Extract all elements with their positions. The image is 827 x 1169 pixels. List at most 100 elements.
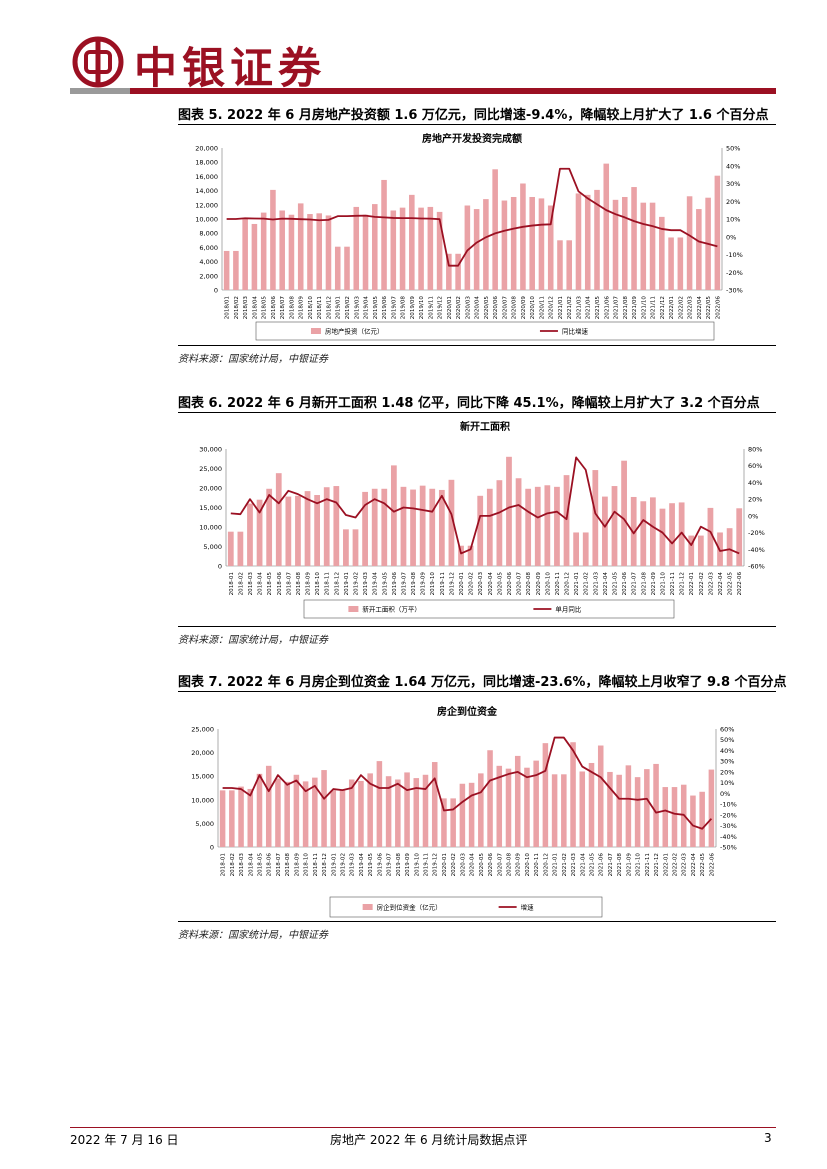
bar [612,199,619,290]
x-tick-label: 2020/09 [521,296,527,320]
bar [625,765,632,847]
bar [229,790,235,847]
figure-6-source: 资料来源：国家统计局，中银证券 [178,635,328,646]
x-tick-label: 2021-09 [626,853,632,877]
bar [570,742,576,847]
bar [284,781,290,847]
x-tick-label: 2019-12 [449,572,455,595]
bar [594,189,600,290]
bar [459,783,466,847]
x-tick-label: 2022-03 [682,853,688,877]
x-tick-label: 2020-01 [442,853,448,877]
x-tick-label: 2019/03 [354,296,360,320]
footer-report-title: 房地产 2022 年 6 月统计局数据点评 [330,1133,528,1147]
x-tick-label: 2019-03 [363,572,369,596]
bar [677,237,684,290]
legend-box [255,321,715,341]
bar [297,203,304,290]
x-tick-label: 2021/02 [567,296,573,319]
bar [323,487,330,566]
bar [649,497,656,566]
bar [275,473,282,566]
bar [400,486,407,566]
x-tick-label: 2021-04 [580,853,586,877]
x-tick-label: 2019-02 [354,572,360,595]
x-tick-label: 2018-11 [313,853,319,877]
bar [395,779,401,847]
figure-7-bottom-rule [178,921,776,922]
x-tick-label: 2021/11 [651,296,657,320]
x-tick-label: 2018/01 [225,296,231,320]
bar [551,774,558,847]
x-tick-label: 2020-10 [545,572,551,596]
header-divider-red [130,88,776,94]
x-tick-label: 2022-06 [737,572,743,596]
bar [477,495,484,566]
bar [478,773,484,847]
bar [592,470,599,566]
bar [496,765,503,847]
x-tick-label: 2018/08 [289,296,295,320]
series-line [226,167,718,267]
x-tick-label: 2018/11 [317,296,323,320]
x-tick-label: 2019-06 [392,572,398,596]
bar [247,788,254,847]
bar [285,496,292,566]
bar [631,187,637,290]
x-tick-label: 2020-01 [459,572,465,596]
bar [419,485,426,566]
x-tick-label: 2019-10 [414,853,420,877]
x-tick-label: 2018-06 [267,853,273,877]
bar [505,768,512,847]
bar [575,193,582,290]
bar [372,204,378,290]
x-tick-label: 2018/07 [280,296,286,320]
x-tick-label: 2019/05 [373,296,379,320]
bar [418,207,424,290]
bar [566,240,572,290]
x-tick-label: 2018-06 [277,572,283,596]
y-right-tick-label: 40% [748,479,762,487]
legend-bar-label: 房企到位资金（亿元） [377,903,442,912]
x-tick-label: 2022-05 [728,572,734,596]
bar [270,189,276,290]
legend-line-label: 单月同比 [555,605,582,614]
legend-bar-label: 房地产投资（亿元） [325,327,384,336]
bar [584,194,591,290]
bar [634,777,641,847]
x-tick-label: 2018-03 [248,572,254,596]
bar [367,773,373,847]
x-tick-label: 2022-03 [708,572,714,596]
x-tick-label: 2022/06 [715,296,721,320]
x-tick-label: 2018-01 [221,853,227,877]
x-tick-label: 2020-09 [536,572,542,596]
x-tick-label: 2020-06 [488,853,494,877]
x-tick-label: 2019-03 [350,853,356,877]
bar [422,774,429,847]
bar [506,456,512,566]
x-tick-label: 2018-12 [334,572,340,595]
bar [436,211,443,290]
bar [413,778,420,847]
x-tick-label: 2018-07 [276,853,282,877]
x-tick-label: 2018/04 [252,296,258,320]
bar [501,200,508,290]
bar [597,745,604,847]
x-tick-label: 2021-01 [553,853,559,877]
bar [238,786,244,847]
x-tick-label: 2019/01 [336,296,342,320]
figure-5-top-rule [178,124,776,125]
bar [427,206,434,290]
bar [678,502,685,566]
bar [534,486,541,566]
bar [557,240,563,290]
x-tick-label: 2018-10 [315,572,321,596]
y-left-tick-label: 10,000 [195,216,218,224]
y-left-tick-label: 10,000 [191,796,214,804]
x-tick-label: 2018-03 [239,853,245,877]
figure-6-chart: 新开工面积 0 5,000 10,000 15,000 20,000 25,000 30,00… [199,420,765,619]
x-tick-label: 2020/11 [539,296,545,320]
bar [302,781,309,847]
y-right-tick-label: -20% [726,269,743,277]
bar [520,183,526,290]
